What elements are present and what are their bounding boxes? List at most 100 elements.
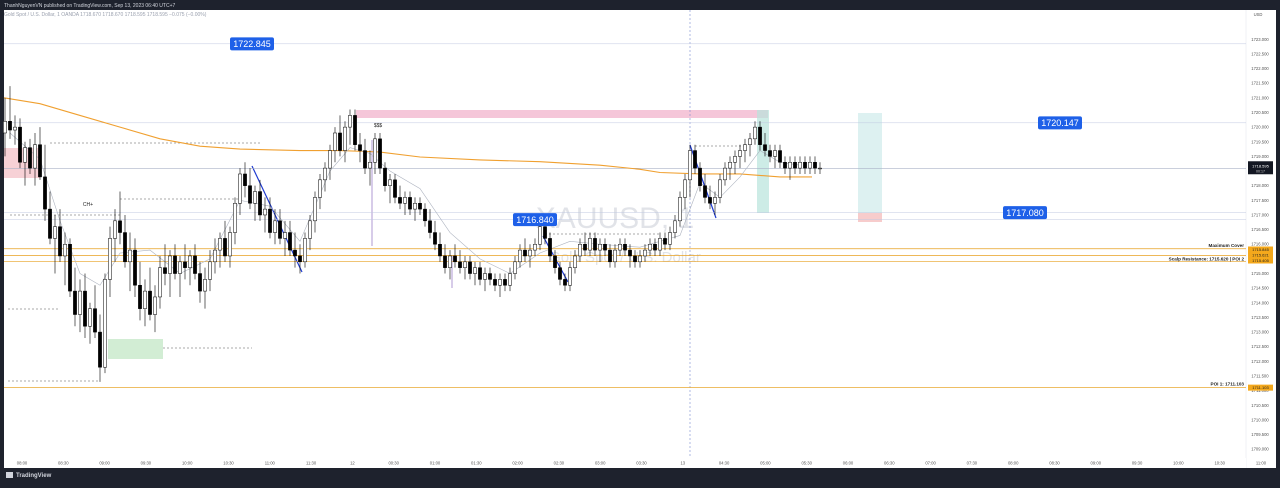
- level-axis-tag: [1248, 384, 1273, 391]
- candle: [203, 279, 207, 292]
- x-tick-label: 12: [350, 461, 355, 466]
- x-tick-label: 08:30: [1049, 461, 1060, 466]
- candle: [98, 331, 102, 368]
- y-tick-label: 1712.500: [1251, 344, 1269, 349]
- candle: [658, 238, 662, 251]
- y-tick-label: 1710.500: [1251, 403, 1269, 408]
- price-callout[interactable]: [1038, 116, 1082, 130]
- candle: [403, 197, 407, 204]
- candle: [693, 150, 697, 169]
- y-tick-label: 1719.000: [1251, 154, 1269, 159]
- candle: [718, 179, 722, 198]
- candle: [818, 167, 822, 170]
- x-tick-label: 11:00: [1256, 461, 1267, 466]
- candle: [258, 191, 262, 216]
- candle: [483, 273, 487, 280]
- price-axis-unit: USD: [1254, 12, 1263, 17]
- price-callout[interactable]: [513, 213, 557, 227]
- candle: [188, 255, 192, 268]
- candle: [783, 162, 787, 169]
- candle: [738, 150, 742, 157]
- candle: [58, 226, 62, 257]
- candle: [298, 255, 302, 263]
- candle: [148, 290, 152, 315]
- candle: [518, 249, 522, 263]
- x-tick-label: 09:00: [1091, 461, 1102, 466]
- candle: [268, 208, 272, 233]
- candle: [473, 267, 477, 274]
- candle: [168, 255, 172, 274]
- moving-average-slow: [3, 97, 812, 178]
- candle: [213, 249, 217, 263]
- price-callout[interactable]: [1003, 206, 1047, 220]
- candle: [228, 232, 232, 257]
- x-tick-label: 06:30: [884, 461, 895, 466]
- x-tick-label: 03:30: [636, 461, 647, 466]
- candle: [28, 147, 32, 169]
- candle: [468, 261, 472, 274]
- candle: [178, 261, 182, 274]
- candle: [713, 197, 717, 204]
- time-axis[interactable]: [4, 458, 1246, 468]
- candle: [558, 267, 562, 280]
- candle: [493, 279, 497, 286]
- current-price-tag-value: 1718.595: [1252, 163, 1269, 168]
- x-tick-label: 06:00: [843, 461, 854, 466]
- candle: [333, 132, 337, 151]
- publisher-line: ThanhNguyenVN published on TradingView.c…: [4, 3, 176, 9]
- price-callout[interactable]: [230, 37, 274, 51]
- candle: [798, 162, 802, 169]
- candle: [243, 173, 247, 186]
- x-tick-label: 02:30: [554, 461, 565, 466]
- candle: [513, 261, 517, 274]
- candle: [353, 115, 357, 145]
- level-axis-tag-label: 1711.103: [1252, 385, 1269, 390]
- candle: [663, 238, 667, 245]
- tradingview-logo-icon: [6, 472, 13, 478]
- position-target-zone[interactable]: [858, 113, 882, 213]
- position-stop-zone[interactable]: [858, 213, 882, 222]
- level-axis-tag: [1248, 252, 1273, 258]
- candle: [413, 203, 417, 210]
- candle: [673, 220, 677, 233]
- y-tick-label: 1716.000: [1251, 242, 1269, 247]
- position-zone-small[interactable]: [757, 110, 769, 213]
- candle: [533, 243, 537, 251]
- y-tick-label: 1719.500: [1251, 139, 1269, 144]
- candle: [708, 197, 712, 204]
- candle: [643, 249, 647, 257]
- candle: [583, 243, 587, 251]
- y-tick-label: 1721.000: [1251, 95, 1269, 100]
- candle: [223, 238, 227, 257]
- candle: [173, 255, 177, 274]
- y-tick-label: 1714.500: [1251, 286, 1269, 291]
- y-tick-label: 1720.000: [1251, 125, 1269, 130]
- candle: [3, 121, 7, 134]
- price-axis[interactable]: [1246, 10, 1276, 468]
- candle: [613, 249, 617, 263]
- y-tick-label: 1710.000: [1251, 417, 1269, 422]
- tradingview-logo[interactable]: TradingView: [6, 472, 51, 479]
- candle: [478, 267, 482, 280]
- candle: [638, 255, 642, 263]
- candle: [43, 176, 47, 210]
- candle: [723, 167, 727, 181]
- candle: [788, 162, 792, 169]
- candle: [368, 162, 372, 169]
- footer-bar: TradingView: [0, 470, 1280, 483]
- demand-zone[interactable]: [108, 339, 163, 359]
- candle: [538, 226, 542, 245]
- candle: [78, 290, 82, 315]
- level-axis-tag-label: 1715.845: [1252, 247, 1269, 252]
- candle: [218, 238, 222, 251]
- annotation-label: $$$: [374, 123, 383, 129]
- candle: [308, 220, 312, 239]
- x-tick-label: 09:00: [99, 461, 110, 466]
- y-tick-label: 1722.000: [1251, 66, 1269, 71]
- supply-zone[interactable]: [356, 110, 768, 118]
- candle: [33, 144, 37, 169]
- y-tick-label: 1709.000: [1251, 447, 1269, 452]
- candle: [143, 290, 147, 309]
